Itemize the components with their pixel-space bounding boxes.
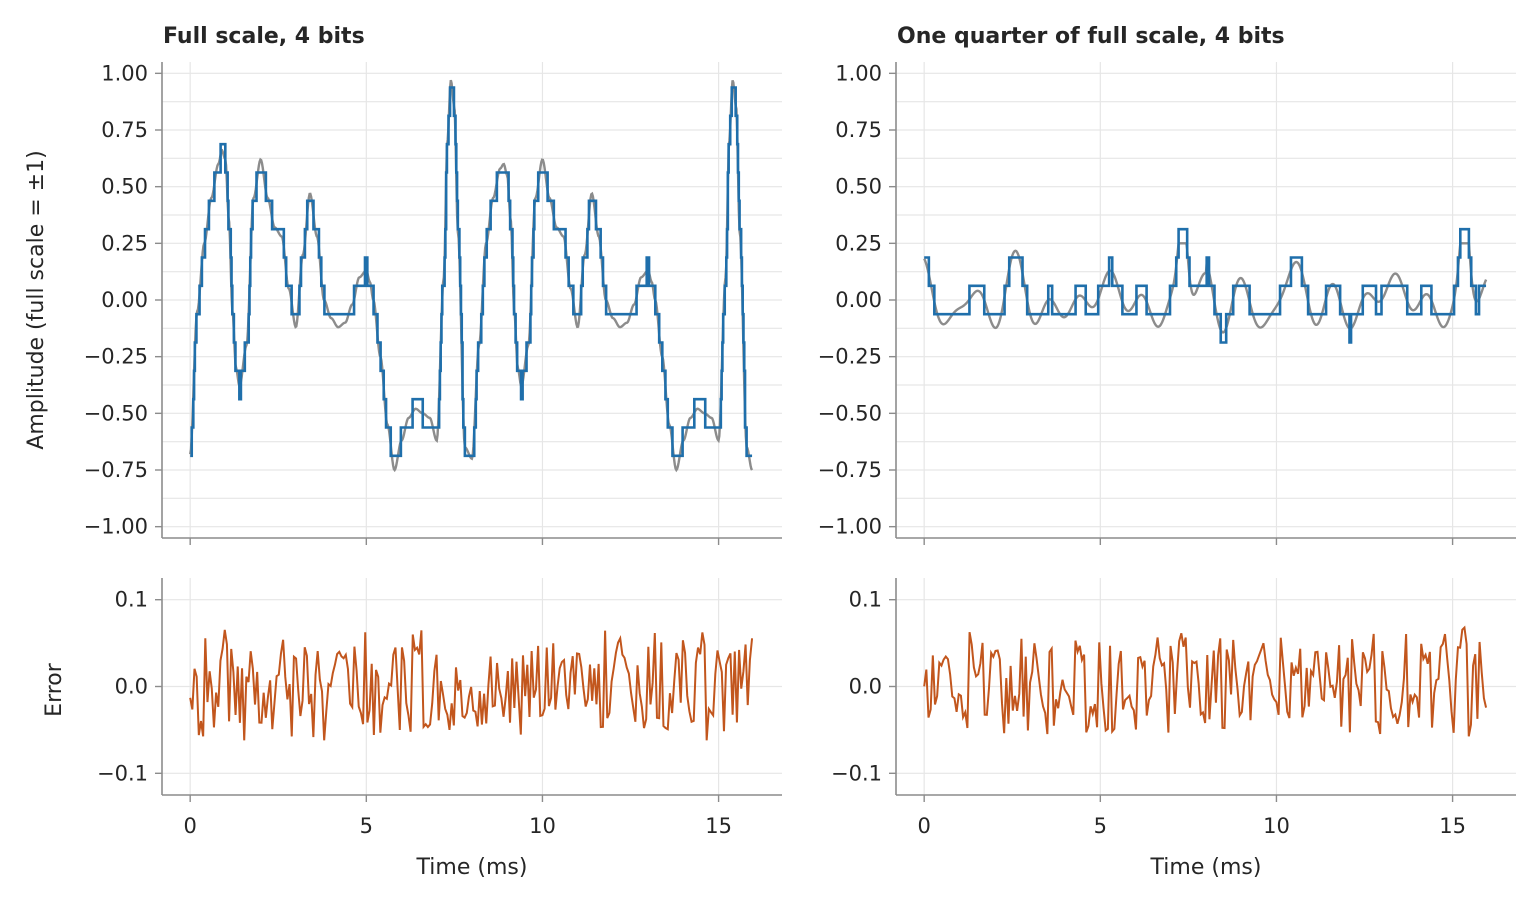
y-tick-label: −0.75 <box>818 458 882 482</box>
y-tick-label: 0.50 <box>101 175 148 199</box>
x-tick-label: 10 <box>1263 814 1290 838</box>
panel-full-scale-amplitude: 1.00 0.75 0.50 0.25 0.00 −0.25 −0.50 −0.75 −1.00… <box>24 24 782 545</box>
x-axis-label: Time (ms) <box>416 855 528 880</box>
y-tick-label: 0.0 <box>115 675 148 699</box>
error-line <box>923 625 1488 737</box>
y-tick-label: −0.1 <box>97 761 148 785</box>
y-tick-label: 0.00 <box>101 288 148 312</box>
y-tick-label: −0.50 <box>84 401 148 425</box>
x-tick-label: 10 <box>529 814 556 838</box>
y-tick-label: 1.00 <box>101 61 148 85</box>
error-line <box>189 629 754 741</box>
y-tick-label: 0.50 <box>835 175 882 199</box>
y-tick-label: 1.00 <box>835 61 882 85</box>
y-tick-label: 0.1 <box>115 588 148 612</box>
y-tick-label: −0.1 <box>831 761 882 785</box>
x-tick-label: 15 <box>1439 814 1466 838</box>
y-tick-label: −0.75 <box>84 458 148 482</box>
x-tick-label: 15 <box>705 814 732 838</box>
y-tick-label: −1.00 <box>818 515 882 539</box>
original-signal-line <box>923 242 1488 334</box>
y-tick-label: 0.00 <box>835 288 882 312</box>
quantized-signal-line <box>190 86 753 458</box>
panel-quarter-scale-error: 0.1 0.0 −0.1 0 5 10 15 Time (ms) <box>831 578 1516 880</box>
panel-title: Full scale, 4 bits <box>163 24 365 49</box>
panel-quarter-scale-amplitude: 1.00 0.75 0.50 0.25 0.00 −0.25 −0.50 −0.75 −1.00… <box>818 24 1516 545</box>
x-tick-label: 5 <box>1094 814 1107 838</box>
x-tick-label: 5 <box>360 814 373 838</box>
x-tick-label: 0 <box>917 814 930 838</box>
y-tick-label: 0.75 <box>101 118 148 142</box>
panel-full-scale-error: 0.1 0.0 −0.1 0 5 10 15 Error Time (ms) <box>42 578 782 880</box>
y-tick-label: −0.50 <box>818 401 882 425</box>
x-axis-label: Time (ms) <box>1150 855 1262 880</box>
y-tick-label: −0.25 <box>818 345 882 369</box>
y-axis-label: Error <box>42 662 67 717</box>
y-tick-label: 0.25 <box>101 231 148 255</box>
y-axis-label: Amplitude (full scale = ±1) <box>24 150 49 449</box>
y-tick-label: 0.1 <box>849 588 882 612</box>
panel-title: One quarter of full scale, 4 bits <box>897 24 1285 49</box>
y-tick-label: −0.25 <box>84 345 148 369</box>
y-tick-label: 0.0 <box>849 675 882 699</box>
y-tick-label: 0.25 <box>835 231 882 255</box>
quantized-signal-line <box>924 227 1487 344</box>
y-tick-label: 0.75 <box>835 118 882 142</box>
x-tick-label: 0 <box>183 814 196 838</box>
y-tick-label: −1.00 <box>84 515 148 539</box>
